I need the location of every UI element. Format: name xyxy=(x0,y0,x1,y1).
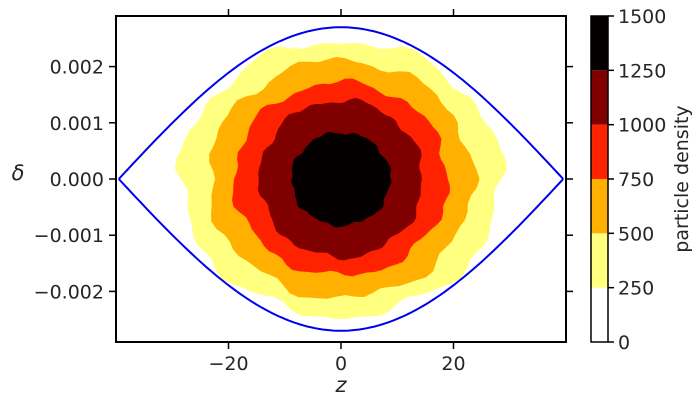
colorbar-segment xyxy=(591,179,608,234)
colorbar-segment xyxy=(591,124,608,179)
contour-region-1250 xyxy=(291,132,392,228)
colorbar: 0 250 500 750 1000 1250 1500 xyxy=(590,6,666,354)
x-tick-label: 0 xyxy=(335,353,347,375)
separatrix-upper xyxy=(118,26,564,180)
x-tick-label: 20 xyxy=(441,353,465,375)
colorbar-tick-label: 500 xyxy=(618,223,654,245)
colorbar-tick-label: 250 xyxy=(618,278,654,300)
colorbar-tick-label: 750 xyxy=(618,169,654,191)
y-tick-label: 0.002 xyxy=(50,57,104,79)
y-tick-label: 0.000 xyxy=(50,169,104,191)
colorbar-segment xyxy=(591,233,608,288)
x-tick-label: −20 xyxy=(208,353,248,375)
colorbar-tick-label: 1500 xyxy=(618,6,666,28)
colorbar-segment xyxy=(591,16,608,71)
x-axis: −20 0 20 xyxy=(208,9,466,375)
y-tick-label: 0.001 xyxy=(50,113,104,135)
colorbar-segment xyxy=(591,287,608,342)
x-axis-label: z xyxy=(334,373,347,397)
colorbar-tick-label: 1000 xyxy=(618,115,666,137)
plot-area xyxy=(118,26,564,332)
colorbar-tick-label: 1250 xyxy=(618,60,666,82)
y-tick-label: −0.002 xyxy=(34,281,104,303)
colorbar-segment xyxy=(591,70,608,125)
colorbar-tick-label: 0 xyxy=(618,332,630,354)
colorbar-label: particle density xyxy=(671,105,693,252)
y-axis-label: δ xyxy=(12,161,25,185)
separatrix-lower xyxy=(118,178,564,332)
y-tick-label: −0.001 xyxy=(34,225,104,247)
y-axis: −0.002 −0.001 0.000 0.001 0.002 xyxy=(34,57,573,303)
